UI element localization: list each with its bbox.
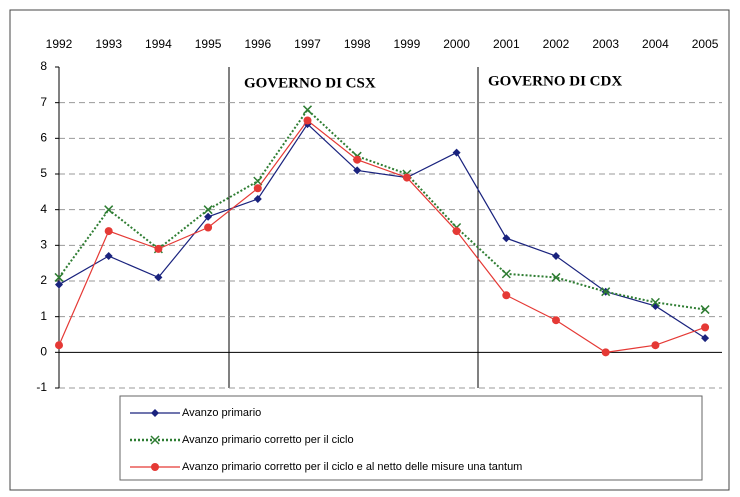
frame xyxy=(9,9,730,491)
y-tick-label: 8 xyxy=(40,59,47,73)
y-tick-label: 6 xyxy=(40,131,47,145)
point xyxy=(55,341,63,350)
x-tick-label: 1995 xyxy=(195,37,222,51)
point xyxy=(501,269,511,279)
point xyxy=(502,234,511,243)
point xyxy=(701,323,710,332)
point xyxy=(302,105,313,115)
legend xyxy=(119,395,703,481)
point xyxy=(552,316,560,325)
legend-label: Avanzo primario corretto per il ciclo e … xyxy=(182,461,522,473)
x-tick-label: 2004 xyxy=(642,37,669,51)
point xyxy=(204,223,213,232)
x-tick-label: 1994 xyxy=(145,37,172,51)
point xyxy=(55,280,63,289)
point xyxy=(104,252,113,261)
y-tick-label: 2 xyxy=(40,273,47,287)
series-line xyxy=(58,108,706,311)
annotation: GOVERNO DI CSX xyxy=(244,75,376,91)
x-tick-label: 2003 xyxy=(592,37,619,51)
x-tick-label: 2001 xyxy=(493,37,520,51)
point xyxy=(253,194,262,203)
point xyxy=(154,244,163,253)
legend-label: Avanzo primario xyxy=(182,407,261,419)
point xyxy=(154,273,163,282)
point xyxy=(353,166,362,175)
series-line xyxy=(58,123,706,339)
y-tick-label: 4 xyxy=(40,202,47,216)
point xyxy=(701,334,710,343)
y-tick-label: 5 xyxy=(40,166,47,180)
y-tick-label: 3 xyxy=(40,238,47,252)
y-tick-label: -1 xyxy=(36,380,47,394)
point xyxy=(452,148,461,157)
x-tick-label: 2005 xyxy=(692,37,719,51)
y-tick-label: 7 xyxy=(40,95,47,109)
x-tick-label: 2002 xyxy=(543,37,570,51)
point xyxy=(151,463,159,471)
point xyxy=(150,435,160,445)
point xyxy=(303,116,312,125)
x-tick-label: 1997 xyxy=(294,37,321,51)
point xyxy=(700,305,710,315)
point xyxy=(204,212,213,221)
point xyxy=(502,291,511,300)
point xyxy=(353,155,362,164)
y-tick-label: 0 xyxy=(40,345,47,359)
legend-label: Avanzo primario corretto per il ciclo xyxy=(182,434,354,446)
point xyxy=(104,227,113,236)
point xyxy=(601,348,610,357)
point xyxy=(253,184,262,193)
x-tick-label: 1993 xyxy=(95,37,122,51)
x-tick-label: 1992 xyxy=(46,37,73,51)
y-tick-label: 1 xyxy=(40,309,47,323)
point xyxy=(54,272,64,282)
point xyxy=(452,227,461,236)
x-tick-label: 2000 xyxy=(443,37,470,51)
series-line xyxy=(58,119,706,353)
x-tick-label: 1999 xyxy=(394,37,421,51)
point xyxy=(203,205,213,215)
annotation: GOVERNO DI CDX xyxy=(488,73,622,89)
point xyxy=(551,272,561,282)
point xyxy=(151,409,159,417)
x-tick-label: 1998 xyxy=(344,37,371,51)
point xyxy=(402,173,411,182)
x-tick-label: 1996 xyxy=(244,37,271,51)
point xyxy=(650,297,660,307)
point xyxy=(651,341,660,350)
point xyxy=(104,205,114,215)
point xyxy=(552,252,560,261)
point xyxy=(601,287,611,297)
